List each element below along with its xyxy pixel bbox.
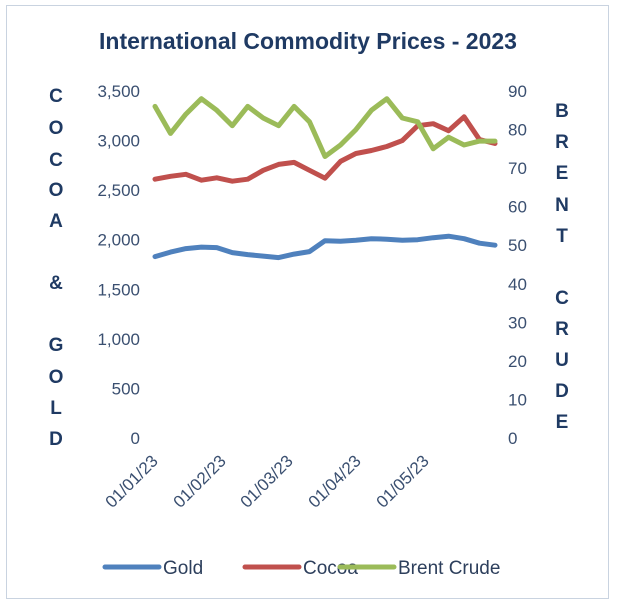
y-left-tick-label: 1,500 bbox=[97, 280, 140, 299]
y-right-tick-label: 20 bbox=[508, 352, 527, 371]
left-axis-letter: C bbox=[49, 150, 63, 171]
y-right-tick-label: 10 bbox=[508, 390, 527, 409]
y-right-tick-label: 50 bbox=[508, 236, 527, 255]
y-left-tick-label: 2,500 bbox=[97, 181, 140, 200]
right-axis-letter: C bbox=[555, 288, 569, 309]
y-left-tick-label: 1,000 bbox=[97, 330, 140, 349]
x-tick-label: 01/01/23 bbox=[102, 451, 162, 511]
right-axis-letter: D bbox=[555, 381, 569, 402]
y-left-tick-label: 2,000 bbox=[97, 231, 140, 250]
left-axis-letter: & bbox=[49, 273, 63, 294]
y-right-tick-label: 90 bbox=[508, 82, 527, 101]
series-line-cocoa bbox=[152, 114, 498, 184]
x-tick-label: 01/02/23 bbox=[170, 451, 230, 511]
series-line-brent-crude bbox=[152, 96, 498, 159]
legend-label-gold: Gold bbox=[163, 558, 203, 579]
right-axis-letter: B bbox=[555, 101, 569, 122]
chart-title: International Commodity Prices - 2023 bbox=[99, 28, 517, 54]
legend: Gold Cocoa Brent Crude bbox=[102, 558, 500, 579]
right-axis-letter: N bbox=[555, 195, 569, 216]
left-axis-letter: L bbox=[50, 398, 62, 419]
right-axis-letter: U bbox=[555, 350, 569, 371]
left-axis-letter: C bbox=[49, 86, 63, 107]
y-left-tick-label: 0 bbox=[131, 429, 140, 448]
legend-label-cocoa: Cocoa bbox=[303, 558, 358, 579]
left-axis-letter: A bbox=[49, 211, 63, 232]
x-tick-label: 01/04/23 bbox=[305, 451, 365, 511]
y-left-tick-label: 500 bbox=[112, 379, 140, 398]
y-left-tick-label: 3,000 bbox=[97, 132, 140, 151]
chart-frame bbox=[6, 5, 609, 599]
x-tick-label: 01/05/23 bbox=[373, 451, 433, 511]
y-left-tick-label: 3,500 bbox=[97, 82, 140, 101]
left-axis-letter: G bbox=[49, 335, 64, 356]
y-right-tick-label: 80 bbox=[508, 121, 527, 140]
right-axis-letter: E bbox=[556, 163, 569, 184]
right-axis-letter: T bbox=[556, 226, 568, 247]
x-tick-label: 01/03/23 bbox=[237, 451, 297, 511]
y-right-tick-label: 0 bbox=[508, 429, 517, 448]
right-axis-letter: E bbox=[556, 412, 569, 433]
left-axis-letter: O bbox=[49, 180, 64, 201]
left-axis-letter: O bbox=[49, 118, 64, 139]
x-tick-labels: 01/01/23 01/02/23 01/03/23 01/04/23 01/05/23 bbox=[102, 451, 433, 511]
y-left-tick-labels: 0 500 1,000 1,500 2,000 2,500 3,000 3,500 bbox=[97, 82, 140, 448]
series-lines bbox=[152, 96, 498, 261]
y-right-tick-label: 30 bbox=[508, 313, 527, 332]
y-right-tick-label: 60 bbox=[508, 198, 527, 217]
y-right-tick-labels: 0 10 20 30 40 50 60 70 80 90 bbox=[508, 82, 527, 448]
right-axis-letter: R bbox=[555, 132, 569, 153]
legend-label-brent-crude: Brent Crude bbox=[398, 558, 500, 579]
y-right-tick-label: 70 bbox=[508, 159, 527, 178]
left-axis-letter: D bbox=[49, 429, 63, 450]
left-axis-letter: O bbox=[49, 367, 64, 388]
right-axis-letter: R bbox=[555, 319, 569, 340]
series-line-gold bbox=[152, 233, 498, 261]
y-right-tick-label: 40 bbox=[508, 275, 527, 294]
